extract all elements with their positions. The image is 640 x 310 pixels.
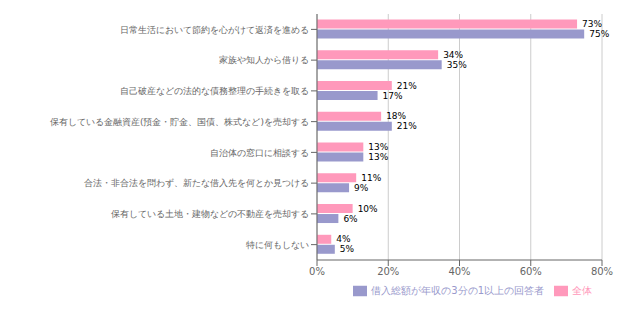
svg-text:73%: 73% bbox=[582, 19, 602, 29]
svg-text:34%: 34% bbox=[443, 50, 463, 60]
svg-text:35%: 35% bbox=[447, 60, 467, 70]
svg-text:5%: 5% bbox=[340, 244, 355, 254]
svg-text:11%: 11% bbox=[361, 173, 381, 183]
svg-text:18%: 18% bbox=[386, 111, 406, 121]
svg-text:40%: 40% bbox=[448, 266, 470, 277]
svg-text:保有している金融資産(預金・貯金、国債、株式など)を売却する: 保有している金融資産(預金・貯金、国債、株式など)を売却する bbox=[50, 117, 309, 127]
svg-text:20%: 20% bbox=[377, 266, 399, 277]
html-text:借入総額が年収の3分の1以上の回答者: 借入総額が年収の3分の1以上の回答者 bbox=[371, 285, 544, 296]
svg-text:家族や知人から借りる: 家族や知人から借りる bbox=[219, 55, 309, 65]
svg-text:60%: 60% bbox=[520, 266, 542, 277]
svg-text:13%: 13% bbox=[368, 152, 388, 162]
svg-text:17%: 17% bbox=[383, 91, 403, 101]
svg-text:21%: 21% bbox=[397, 81, 417, 91]
svg-text:合法・非合法を問わず、新たな借入先を何とか見つける: 合法・非合法を問わず、新たな借入先を何とか見つける bbox=[84, 178, 309, 188]
html-text:全体: 全体 bbox=[572, 285, 592, 296]
svg-text:13%: 13% bbox=[368, 142, 388, 152]
svg-text:75%: 75% bbox=[589, 29, 609, 39]
svg-text:9%: 9% bbox=[354, 183, 369, 193]
svg-text:保有している土地・建物などの不動産を売却する: 保有している土地・建物などの不動産を売却する bbox=[111, 209, 309, 219]
svg-text:80%: 80% bbox=[591, 266, 613, 277]
svg-text:6%: 6% bbox=[343, 214, 358, 224]
svg-text:特に何もしない: 特に何もしない bbox=[246, 240, 309, 250]
svg-text:10%: 10% bbox=[358, 204, 378, 214]
svg-text:自治体の窓口に相談する: 自治体の窓口に相談する bbox=[210, 148, 309, 158]
svg-text:4%: 4% bbox=[336, 234, 351, 244]
svg-text:0%: 0% bbox=[309, 266, 325, 277]
svg-text:日常生活において節約を心がけて返済を進める: 日常生活において節約を心がけて返済を進める bbox=[120, 25, 309, 35]
svg-text:21%: 21% bbox=[397, 121, 417, 131]
svg-text:自己破産などの法的な債務整理の手続きを取る: 自己破産などの法的な債務整理の手続きを取る bbox=[120, 86, 309, 96]
